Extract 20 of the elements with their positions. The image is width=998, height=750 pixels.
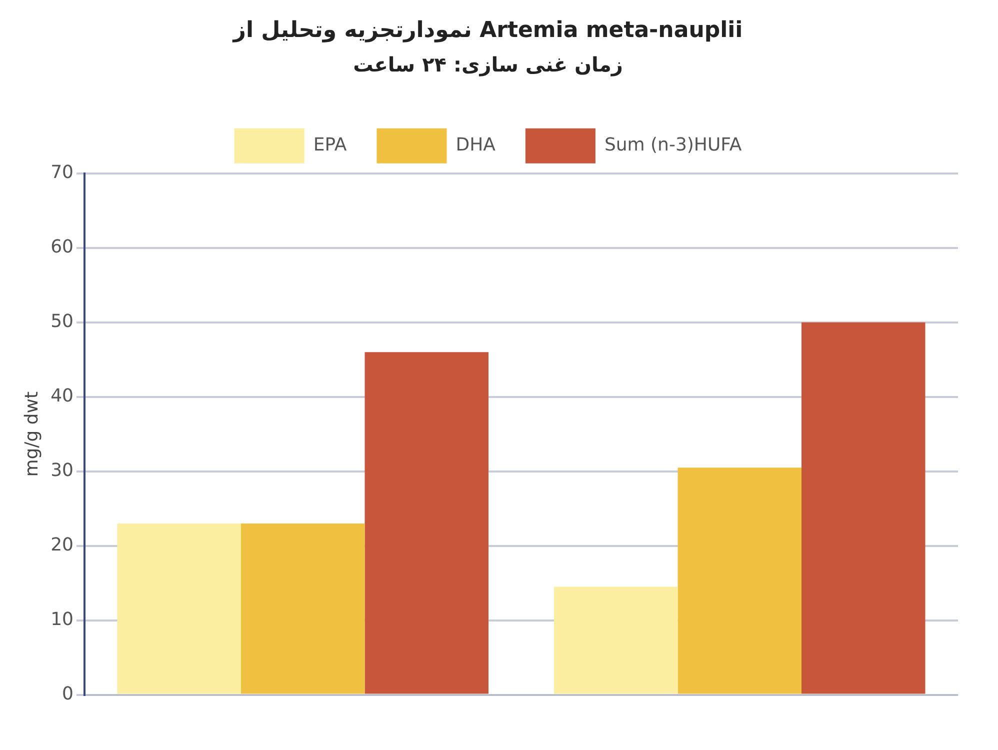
legend-label: EPA: [313, 134, 348, 156]
y-tick-label: 0: [62, 683, 74, 704]
chart-subtitle: زمان غنی سازی: ۲۴ ساعت: [353, 52, 623, 77]
legend-label: Sum (n-3)HUFA: [604, 134, 742, 156]
y-axis-title: mg/g dwt: [21, 391, 42, 477]
bar: [241, 523, 365, 694]
legend-label: DHA: [456, 134, 496, 156]
chart-title: نمودارتجزیه وتحلیل از Artemia meta-nauplii: [232, 18, 743, 43]
bar: [117, 523, 242, 694]
bar: [554, 586, 678, 694]
y-tick-label: 50: [50, 311, 74, 332]
y-tick-label: 70: [50, 162, 74, 184]
bar: [802, 322, 926, 694]
y-tick-label: 20: [50, 534, 74, 556]
y-tick-label: 40: [50, 386, 74, 407]
bar: [678, 468, 802, 694]
y-tick-label: 30: [50, 460, 74, 482]
y-tick-label: 60: [50, 236, 74, 258]
y-tick-label: 10: [50, 608, 74, 630]
bar: [364, 352, 488, 694]
